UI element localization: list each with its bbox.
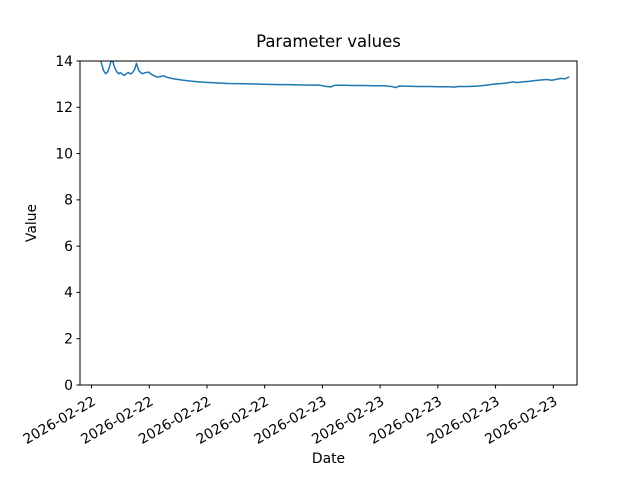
- axes-box: [79, 60, 578, 386]
- y-tick-label: 4: [64, 285, 73, 301]
- y-axis-label: Value: [24, 204, 40, 242]
- y-tick-label: 8: [64, 193, 73, 209]
- y-tick-label: 10: [55, 146, 73, 162]
- chart-title: Parameter values: [256, 32, 401, 51]
- y-axis-ticks: 0 2 4 6 8 10 12 14: [55, 54, 80, 394]
- y-tick-label: 12: [55, 100, 73, 116]
- x-axis-label: Date: [312, 451, 345, 467]
- y-tick-label: 14: [55, 54, 73, 70]
- data-line: [99, 61, 570, 89]
- x-axis-ticks: 2026-02-222026-02-222026-02-222026-02-22…: [21, 385, 560, 448]
- y-tick-label: 0: [64, 378, 73, 394]
- y-tick-label: 2: [64, 332, 73, 348]
- y-tick-label: 6: [64, 239, 73, 255]
- data-series: [99, 61, 570, 89]
